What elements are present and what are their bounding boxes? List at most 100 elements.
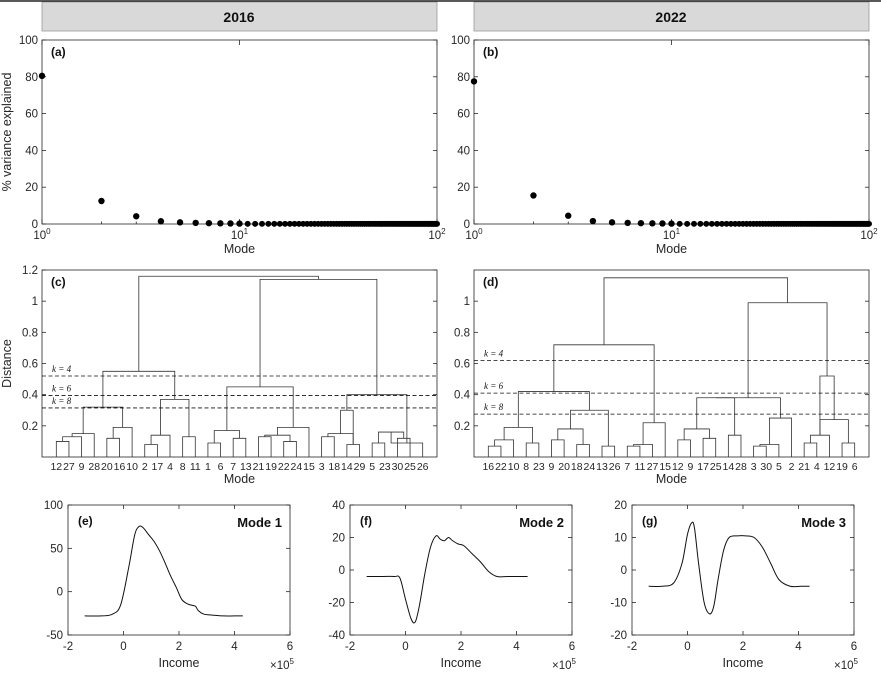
x-tick-label: 0 — [402, 641, 408, 653]
x-tick-label: -2 — [63, 641, 73, 653]
mode-title: Mode 3 — [801, 515, 846, 530]
data-point-mode-13 — [691, 220, 698, 227]
data-point-mode-13 — [259, 220, 266, 227]
data-point-mode-16 — [276, 220, 283, 227]
data-point-mode-18 — [286, 220, 293, 227]
dendrogram-link — [769, 417, 792, 457]
cut-label-k4: k = 4 — [52, 364, 72, 374]
leaf-label: 18 — [328, 461, 340, 473]
x-tick-label: 6 — [569, 641, 575, 653]
y-tick-label: 50 — [50, 543, 63, 555]
data-point-mode-14 — [697, 220, 704, 227]
data-point-mode-100 — [866, 220, 872, 227]
leaf-label: 21 — [253, 461, 265, 473]
dendrogram-link — [551, 439, 565, 457]
leaf-label: 28 — [88, 461, 100, 473]
x-tick-label-exp: 1 — [676, 227, 681, 236]
y-tick-label: 20 — [457, 182, 470, 194]
dendrogram-link — [112, 426, 133, 457]
cut-label-k6: k = 6 — [484, 381, 504, 391]
y-tick-label: 80 — [25, 72, 38, 84]
leaf-label: 17 — [697, 461, 709, 473]
x-multiplier-base: ×10 — [270, 660, 290, 672]
x-tick-label: 6 — [287, 641, 293, 653]
y-tick-label: 20 — [614, 500, 627, 512]
panel-label: (d) — [483, 275, 498, 289]
leaf-label: 4 — [167, 461, 173, 473]
dendrogram-link — [160, 398, 190, 437]
x-tick-label-base: 10 — [33, 230, 46, 242]
x-axis-title: Income — [441, 656, 482, 670]
data-point-mode-16 — [708, 220, 715, 227]
y-tick-label: 40 — [457, 145, 470, 157]
leaf-label: 5 — [369, 461, 375, 473]
x-tick-label: 101 — [231, 227, 249, 242]
data-point-mode-2 — [98, 197, 105, 205]
y-tick-label: 0 — [57, 587, 63, 599]
dendrogram-link — [819, 419, 849, 443]
y-tick-label: 40 — [332, 500, 345, 512]
data-point-mode-12 — [252, 220, 259, 227]
leaf-label: 2 — [789, 461, 795, 473]
dendrogram-link — [487, 445, 502, 457]
x-multiplier: ×105 — [834, 657, 859, 672]
dendrogram-link — [321, 436, 335, 457]
x-tick-label-exp: 1 — [244, 227, 249, 236]
x-axis-title: Mode — [656, 472, 687, 486]
dendrogram-link — [138, 275, 319, 372]
y-tick-label: -50 — [46, 630, 63, 642]
dendrogram-link — [603, 277, 788, 345]
panel-label: (e) — [78, 514, 93, 528]
dendrogram-link — [346, 444, 360, 457]
x-tick-label: 6 — [851, 641, 857, 653]
dendrogram-link — [150, 434, 171, 457]
y-tick-label: -40 — [328, 630, 345, 642]
mode-title: Mode 1 — [237, 515, 282, 530]
x-tick-label: 102 — [860, 227, 878, 242]
leaf-label: 16 — [482, 461, 494, 473]
y-tick-label: 100 — [19, 35, 38, 47]
dendrogram-link — [277, 426, 310, 457]
data-point-mode-6 — [192, 219, 199, 227]
y-tick-label: 0.6 — [22, 359, 38, 371]
y-tick-label: -20 — [328, 598, 345, 610]
dendrogram-link — [626, 445, 641, 457]
dendrogram-link — [642, 422, 666, 457]
leaf-label: 20 — [101, 461, 113, 473]
leaf-label: 9 — [549, 461, 555, 473]
leaf-label: 1 — [205, 461, 211, 473]
y-tick-label: 60 — [457, 109, 470, 121]
x-tick-label: 2 — [176, 641, 182, 653]
data-point-mode-17 — [282, 220, 289, 227]
mode-curve-line — [84, 525, 243, 617]
x-axis-title: Mode — [224, 242, 255, 256]
data-point-mode-7 — [205, 219, 213, 227]
y-tick-label: 1.2 — [22, 265, 38, 277]
data-point-mode-20 — [295, 220, 302, 227]
y-tick-label: 0.6 — [454, 359, 470, 371]
x-tick-label: -2 — [627, 641, 637, 653]
plot-frame — [473, 269, 870, 458]
data-point-mode-19 — [291, 220, 298, 227]
leaf-label: 7 — [230, 461, 236, 473]
mode-title: Mode 2 — [519, 515, 564, 530]
data-point-mode-9 — [227, 220, 234, 227]
leaf-label: 23 — [379, 461, 391, 473]
leaf-label: 26 — [609, 461, 621, 473]
x-tick-label: 4 — [513, 641, 520, 653]
panel-e-mode1: -50 0 50 100 -2 0 2 4 6 (e) Mode 1 Income ×105 — [44, 500, 295, 672]
dendrogram-link — [346, 394, 408, 443]
data-point-mode-18 — [718, 220, 725, 227]
y-tick-label: 80 — [457, 72, 470, 84]
leaf-label: 13 — [240, 461, 252, 473]
dendrogram-link — [82, 406, 124, 434]
header-2016: 2016 — [41, 1, 438, 32]
leaf-label: 14 — [341, 461, 353, 473]
leaf-label: 5 — [776, 461, 782, 473]
dendrogram-link — [810, 434, 830, 457]
y-tick-label: 0.8 — [454, 327, 470, 339]
dendrogram-link — [727, 434, 742, 457]
data-point-mode-8 — [649, 220, 656, 227]
